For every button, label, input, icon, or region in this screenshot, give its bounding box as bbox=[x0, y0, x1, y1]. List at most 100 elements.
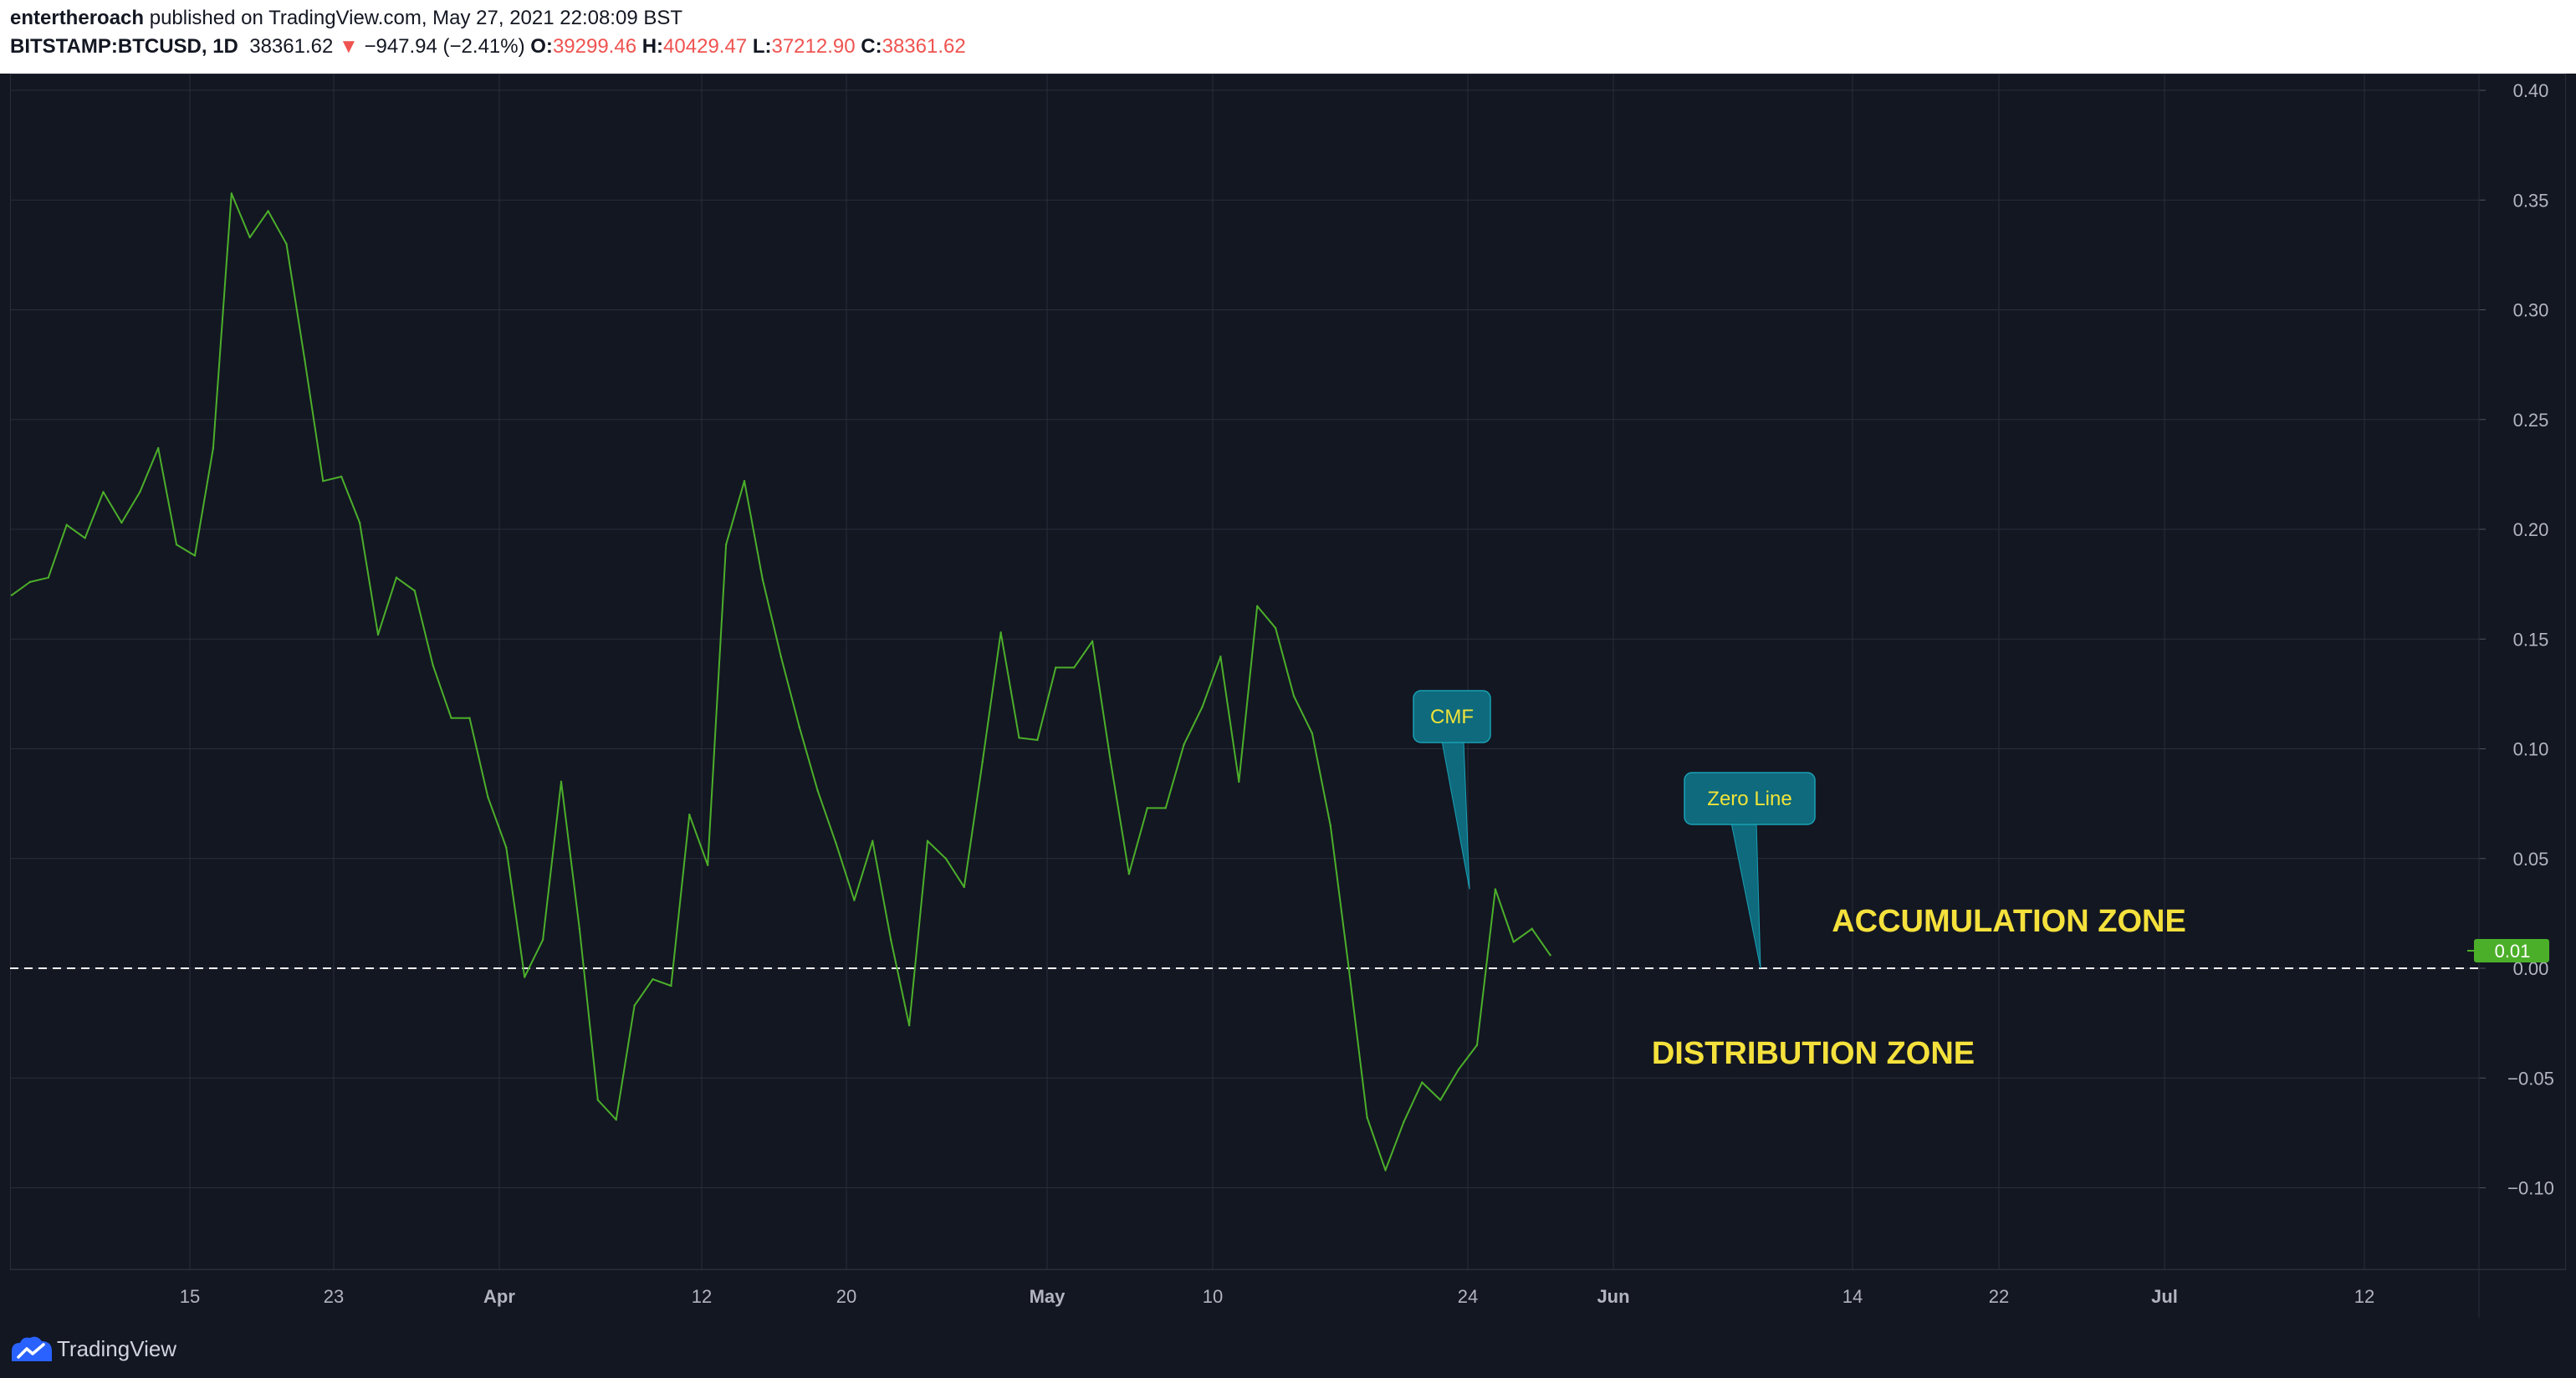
y-tick-label: 0.30 bbox=[2513, 300, 2549, 321]
cmf-data-point bbox=[981, 761, 984, 763]
cmf-data-point bbox=[1292, 695, 1296, 697]
x-tick-label: Jul bbox=[2151, 1286, 2178, 1307]
y-tick-label: 0.10 bbox=[2513, 739, 2549, 760]
symbol-label: BITSTAMP:BTCUSD, 1D bbox=[10, 35, 238, 58]
x-tick-label: 22 bbox=[1989, 1286, 2009, 1307]
cmf-data-point bbox=[871, 840, 874, 842]
cmf-data-point bbox=[1531, 927, 1533, 930]
cmf-data-point bbox=[1384, 1169, 1387, 1171]
cmf-data-point bbox=[761, 579, 764, 581]
tradingview-logo-icon[interactable] bbox=[10, 1335, 54, 1363]
close-label: C: bbox=[861, 35, 882, 58]
cmf-data-point bbox=[468, 717, 471, 719]
author-name[interactable]: entertheroach bbox=[10, 7, 145, 29]
cmf-data-point bbox=[944, 857, 948, 860]
cmf-data-point bbox=[157, 447, 160, 450]
cmf-data-point bbox=[724, 544, 728, 546]
last-value-badge bbox=[2474, 939, 2549, 962]
y-tick-label: 0.05 bbox=[2513, 849, 2549, 870]
cmf-data-point bbox=[322, 480, 325, 482]
cmf-data-point bbox=[1439, 1099, 1442, 1101]
high-label: H: bbox=[641, 35, 664, 58]
cmf-data-point bbox=[907, 1024, 911, 1027]
cmf-data-point bbox=[120, 521, 123, 524]
cmf-data-point bbox=[358, 521, 361, 524]
publish-line: entertheroach published on TradingView.c… bbox=[10, 7, 682, 30]
cmf-data-point bbox=[707, 864, 709, 866]
cmf-data-point bbox=[139, 491, 141, 493]
zero-line-callout-box[interactable] bbox=[1684, 772, 1816, 825]
cmf-data-point bbox=[1256, 605, 1259, 608]
cmf-data-point bbox=[835, 842, 837, 845]
cmf-data-point bbox=[541, 938, 544, 942]
y-tick-label: −0.05 bbox=[2507, 1068, 2554, 1089]
down-arrow-icon: ▼ bbox=[339, 35, 359, 58]
cmf-callout-pointer bbox=[1441, 740, 1470, 890]
cmf-data-point bbox=[1549, 954, 1551, 957]
cmf-data-point bbox=[524, 976, 526, 978]
tradingview-brand[interactable]: TradingView bbox=[57, 1336, 177, 1361]
x-tick-label: 14 bbox=[1843, 1286, 1863, 1307]
low-label: L: bbox=[752, 35, 772, 58]
cmf-data-point bbox=[248, 236, 251, 239]
cmf-data-point bbox=[1091, 640, 1094, 643]
cmf-data-point bbox=[376, 633, 380, 636]
high-value: 40429.47 bbox=[663, 35, 748, 58]
distribution-zone-label: DISTRIBUTION ZONE bbox=[1652, 1036, 1975, 1071]
cmf-data-point bbox=[84, 537, 86, 539]
published-text: published on TradingView.com, May 27, 20… bbox=[144, 7, 683, 29]
cmf-data-point bbox=[28, 580, 32, 584]
cmf-data-point bbox=[505, 846, 508, 849]
cmf-data-point bbox=[1475, 1044, 1479, 1047]
cmf-series-line[interactable] bbox=[11, 192, 1551, 1171]
x-tick-label: 12 bbox=[692, 1286, 712, 1307]
chart-area[interactable]: 0.40 0.35 0.30 0.25 0.20 0.15 0.10 0.05 0.00 −0.0… bbox=[10, 74, 2566, 1318]
cmf-data-point bbox=[212, 447, 215, 450]
zero-line-callout-pointer bbox=[1730, 822, 1761, 969]
open-value: 39299.46 bbox=[552, 35, 637, 58]
y-tick-label: 0.20 bbox=[2513, 519, 2549, 540]
cmf-data-point bbox=[1347, 967, 1350, 970]
cmf-data-point bbox=[1421, 1081, 1423, 1084]
cmf-data-point bbox=[779, 656, 782, 658]
cmf-data-point bbox=[963, 885, 966, 889]
cmf-data-point bbox=[413, 589, 416, 592]
cmf-data-point bbox=[999, 631, 1002, 634]
cmf-data-point bbox=[688, 814, 691, 816]
cmf-data-point bbox=[1201, 706, 1204, 708]
y-tick-label: 0.35 bbox=[2513, 190, 2549, 211]
low-value: 37212.90 bbox=[771, 35, 856, 58]
x-tick-label: Jun bbox=[1597, 1286, 1629, 1307]
cmf-data-point bbox=[1329, 824, 1332, 827]
footer: TradingView bbox=[0, 1318, 2576, 1378]
accumulation-zone-label: ACCUMULATION ZONE bbox=[1832, 904, 2186, 939]
cmf-data-point bbox=[102, 491, 105, 493]
cmf-chart[interactable]: 0.400.350.300.250.200.150.100.050.00−0.0… bbox=[10, 74, 2566, 1318]
cmf-callout-box[interactable] bbox=[1413, 690, 1491, 743]
cmf-data-point bbox=[1403, 1120, 1405, 1123]
cmf-data-point bbox=[487, 796, 489, 799]
cmf-data-point bbox=[1073, 666, 1076, 669]
cmf-data-point bbox=[652, 977, 654, 981]
cmf-data-point bbox=[1219, 656, 1222, 658]
cmf-data-point bbox=[560, 780, 563, 783]
price-change: −947.94 (−2.41%) bbox=[364, 35, 525, 58]
open-label: O: bbox=[530, 35, 553, 58]
x-tick-label: 15 bbox=[180, 1286, 200, 1307]
cmf-data-point bbox=[743, 480, 746, 482]
x-tick-label: May bbox=[1030, 1286, 1066, 1307]
cmf-data-point bbox=[340, 475, 343, 478]
cmf-data-point bbox=[47, 576, 49, 579]
last-price: 38361.62 bbox=[249, 35, 334, 58]
cmf-data-point bbox=[853, 899, 856, 901]
x-tick-label: 10 bbox=[1203, 1286, 1223, 1307]
cmf-data-point bbox=[267, 210, 269, 212]
cmf-data-point bbox=[1109, 761, 1112, 763]
cmf-data-point bbox=[1274, 626, 1277, 630]
cmf-data-point bbox=[10, 594, 13, 596]
ohlc-line: BITSTAMP:BTCUSD, 1D 38361.62 ▼ −947.94 (… bbox=[10, 35, 966, 59]
cmf-data-point bbox=[1164, 807, 1167, 809]
cmf-callout-text: CMF bbox=[1430, 706, 1474, 728]
y-tick-label: −0.10 bbox=[2507, 1178, 2554, 1199]
cmf-data-point bbox=[1366, 1116, 1368, 1119]
